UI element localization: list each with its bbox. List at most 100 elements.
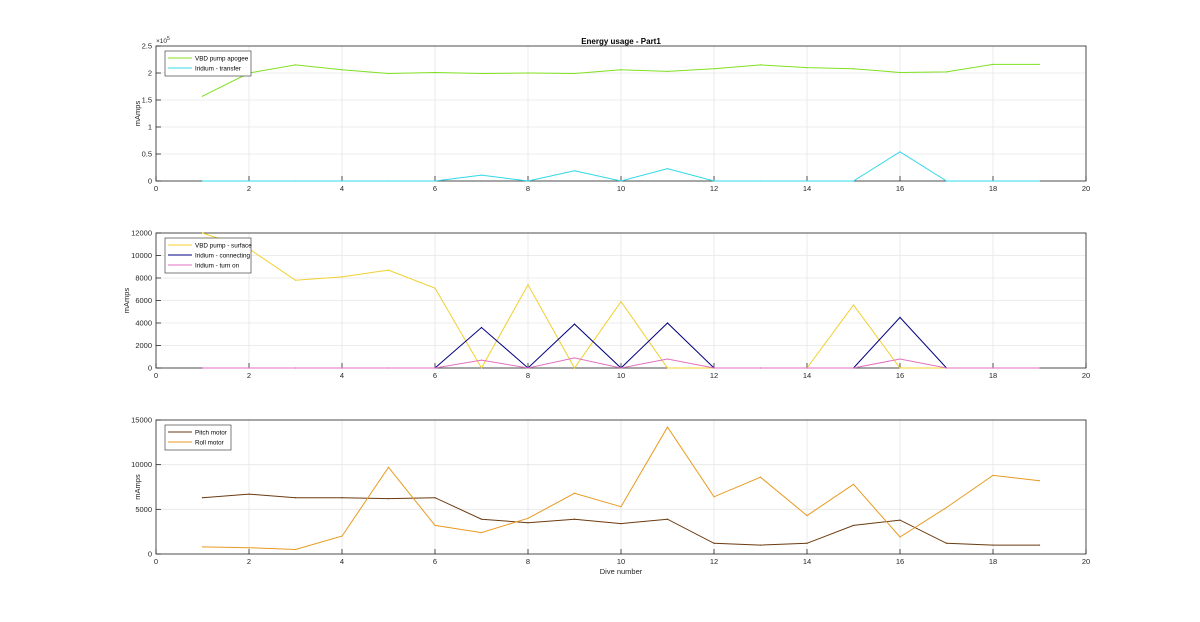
x-tick-label: 0	[154, 184, 158, 193]
y-tick-label: 10000	[131, 460, 152, 469]
data-point	[387, 498, 390, 500]
data-point	[666, 70, 669, 72]
legend-label: VBD pump - surface	[195, 242, 252, 249]
data-point	[759, 476, 762, 478]
data-point	[527, 517, 529, 519]
y-tick-label: 15000	[131, 416, 152, 425]
x-tick-label: 10	[617, 371, 625, 380]
y-tick-label: 8000	[135, 274, 152, 283]
data-point	[294, 64, 297, 66]
x-tick-label: 16	[896, 184, 904, 193]
data-point	[248, 493, 250, 495]
data-point	[480, 518, 483, 520]
data-point	[248, 180, 250, 182]
data-point	[294, 497, 297, 499]
data-point	[992, 474, 994, 476]
data-point	[201, 180, 204, 182]
x-tick-label: 18	[989, 371, 997, 380]
data-point	[713, 367, 715, 369]
data-point	[992, 63, 994, 65]
data-point	[1038, 367, 1041, 369]
x-tick-label: 12	[710, 557, 718, 566]
data-point	[666, 367, 669, 369]
data-point	[341, 69, 343, 71]
y-tick-label: 0	[148, 364, 152, 373]
data-point	[620, 523, 622, 525]
data-point	[341, 276, 343, 278]
data-point	[852, 180, 855, 182]
data-point	[480, 359, 483, 361]
x-tick-label: 10	[617, 184, 625, 193]
data-point	[806, 367, 808, 369]
y-tick-label: 10000	[131, 251, 152, 260]
legend-label: Roll motor	[195, 439, 224, 446]
y-tick-label: 0	[148, 177, 152, 186]
data-point	[945, 542, 948, 544]
x-tick-label: 2	[247, 371, 251, 380]
y-axis-label: mAmps	[122, 288, 131, 314]
x-tick-label: 10	[617, 557, 625, 566]
x-tick-label: 14	[803, 371, 811, 380]
x-tick-label: 4	[340, 371, 344, 380]
data-point	[852, 68, 855, 70]
y-axis-label: mAmps	[133, 101, 142, 127]
data-point	[434, 71, 436, 74]
data-point	[759, 544, 762, 546]
data-point	[434, 180, 436, 182]
data-point	[945, 506, 948, 509]
x-tick-label: 8	[526, 371, 530, 380]
x-tick-label: 14	[803, 557, 811, 566]
data-point	[387, 466, 390, 468]
data-point	[945, 367, 948, 369]
data-point	[992, 544, 994, 546]
x-tick-label: 20	[1082, 557, 1090, 566]
data-point	[992, 367, 994, 369]
y-tick-label: 1	[148, 123, 152, 132]
data-point	[899, 151, 901, 153]
data-point	[248, 367, 250, 369]
data-point	[480, 72, 483, 75]
data-point	[527, 284, 529, 286]
data-point	[341, 367, 343, 369]
data-point	[945, 71, 948, 73]
x-tick-label: 4	[340, 184, 344, 193]
data-point	[341, 180, 343, 182]
data-point	[1038, 544, 1041, 546]
y-tick-label: 0.5	[142, 150, 152, 159]
data-point	[620, 301, 622, 303]
data-point	[1038, 63, 1041, 65]
data-point	[294, 279, 297, 281]
data-point	[852, 524, 855, 527]
data-point	[992, 180, 994, 182]
legend-box	[164, 50, 252, 77]
y-tick-label: 2000	[135, 341, 152, 350]
plot-3: 0 2 4 6 8 10 12 14 16 18 20 0 5000 10000 15000 mAmps Div…	[131, 416, 1090, 577]
data-point	[713, 542, 715, 544]
data-point	[201, 232, 204, 234]
data-point	[480, 174, 483, 176]
data-point	[294, 548, 297, 551]
y-tick-label: 2	[148, 69, 152, 78]
data-point	[899, 71, 901, 74]
data-point	[387, 180, 390, 182]
figure-title: Energy usage - Part1	[581, 37, 661, 46]
data-point	[434, 497, 436, 499]
data-point	[573, 518, 576, 520]
data-point	[480, 531, 483, 534]
y-tick-label: 2.5	[142, 42, 152, 51]
data-point	[434, 524, 436, 527]
x-tick-label: 0	[154, 371, 158, 380]
x-tick-label: 14	[803, 184, 811, 193]
x-tick-label: 6	[433, 371, 437, 380]
data-point	[852, 304, 855, 306]
x-tick-label: 8	[526, 557, 530, 566]
y-tick-label: 1.5	[142, 96, 152, 105]
x-tick-label: 20	[1082, 371, 1090, 380]
x-tick-label: 2	[247, 557, 251, 566]
x-tick-label: 20	[1082, 184, 1090, 193]
data-point	[294, 367, 297, 369]
data-point	[387, 367, 390, 369]
data-point	[387, 269, 390, 271]
legend-label: Iridium - turn on	[195, 262, 240, 269]
data-point	[806, 67, 808, 69]
